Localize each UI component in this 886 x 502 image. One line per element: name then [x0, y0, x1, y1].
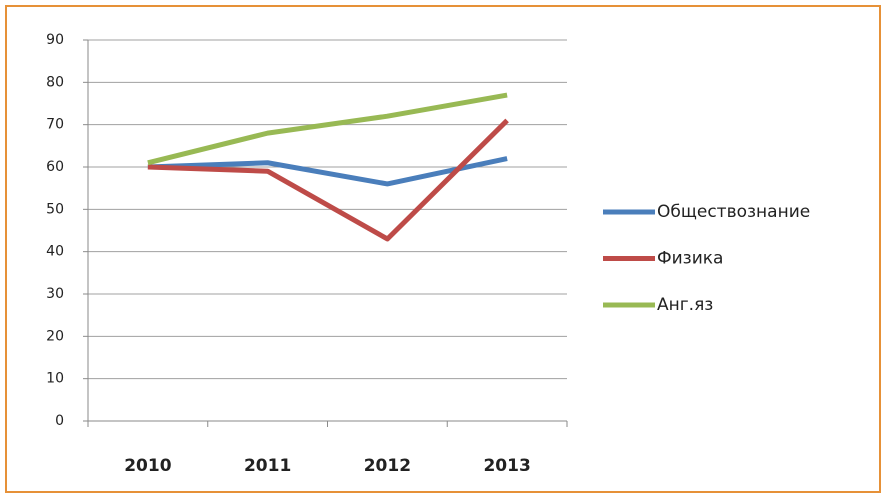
series-line	[147, 92, 508, 166]
chart-frame	[5, 5, 881, 493]
x-tick-label: 2011	[244, 456, 291, 476]
y-tick-label: 50	[46, 201, 64, 217]
y-tick-label: 90	[46, 32, 64, 48]
x-tick-label: 2012	[364, 456, 411, 476]
y-tick-label: 0	[55, 413, 64, 429]
y-tick-label: 40	[46, 244, 64, 260]
y-tick-label: 70	[46, 117, 64, 133]
y-tick-label: 10	[46, 371, 64, 387]
legend-label: Физика	[657, 249, 723, 269]
legend-label: Обществознание	[657, 202, 810, 222]
x-tick-label: 2013	[483, 456, 530, 476]
y-tick-label: 20	[46, 328, 64, 344]
y-tick-label: 80	[46, 74, 64, 90]
series-line	[147, 118, 509, 242]
series-line	[147, 156, 508, 187]
y-tick-label: 60	[46, 159, 64, 175]
y-tick-label: 30	[46, 286, 64, 302]
x-tick-label: 2010	[124, 456, 171, 476]
legend-label: Анг.яз	[657, 295, 713, 315]
